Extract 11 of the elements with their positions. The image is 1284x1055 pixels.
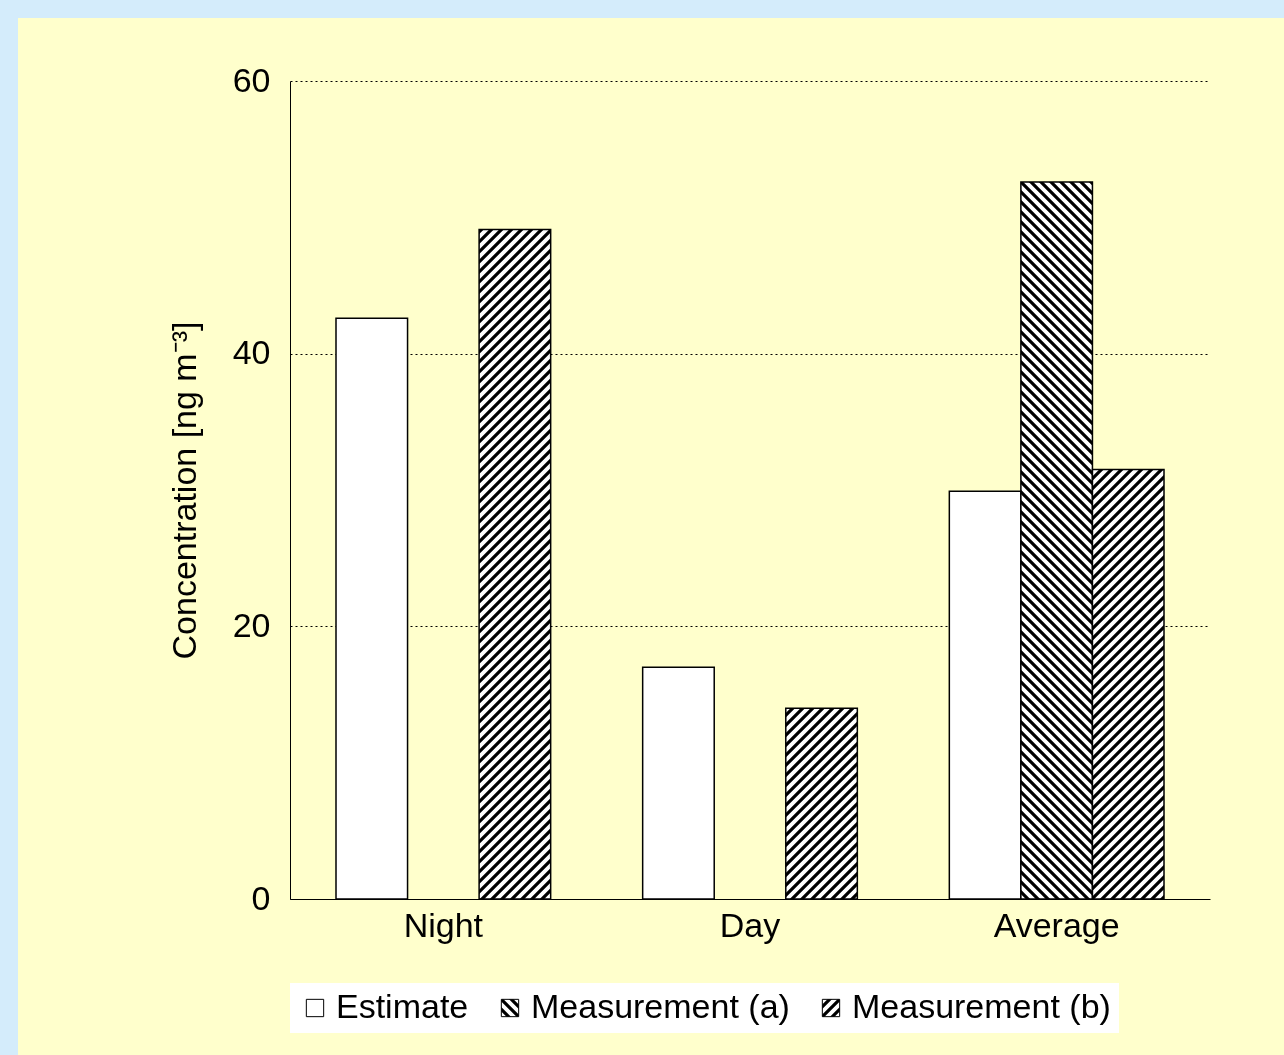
legend-label: Estimate	[336, 987, 469, 1025]
legend-label: Measurement (b)	[852, 987, 1111, 1025]
y-tick-label: 20	[232, 605, 271, 644]
y-tick-label: 40	[232, 333, 271, 372]
x-tick-label: Night	[403, 905, 484, 944]
y-tick-label: 0	[251, 878, 271, 917]
x-tick-label: Average	[993, 905, 1120, 944]
y-tick-label: 60	[232, 60, 271, 99]
y-axis-title: Concentration [ng m⁻³]	[164, 321, 203, 660]
x-tick-label: Day	[719, 905, 781, 944]
legend-label: Measurement (a)	[531, 987, 790, 1025]
